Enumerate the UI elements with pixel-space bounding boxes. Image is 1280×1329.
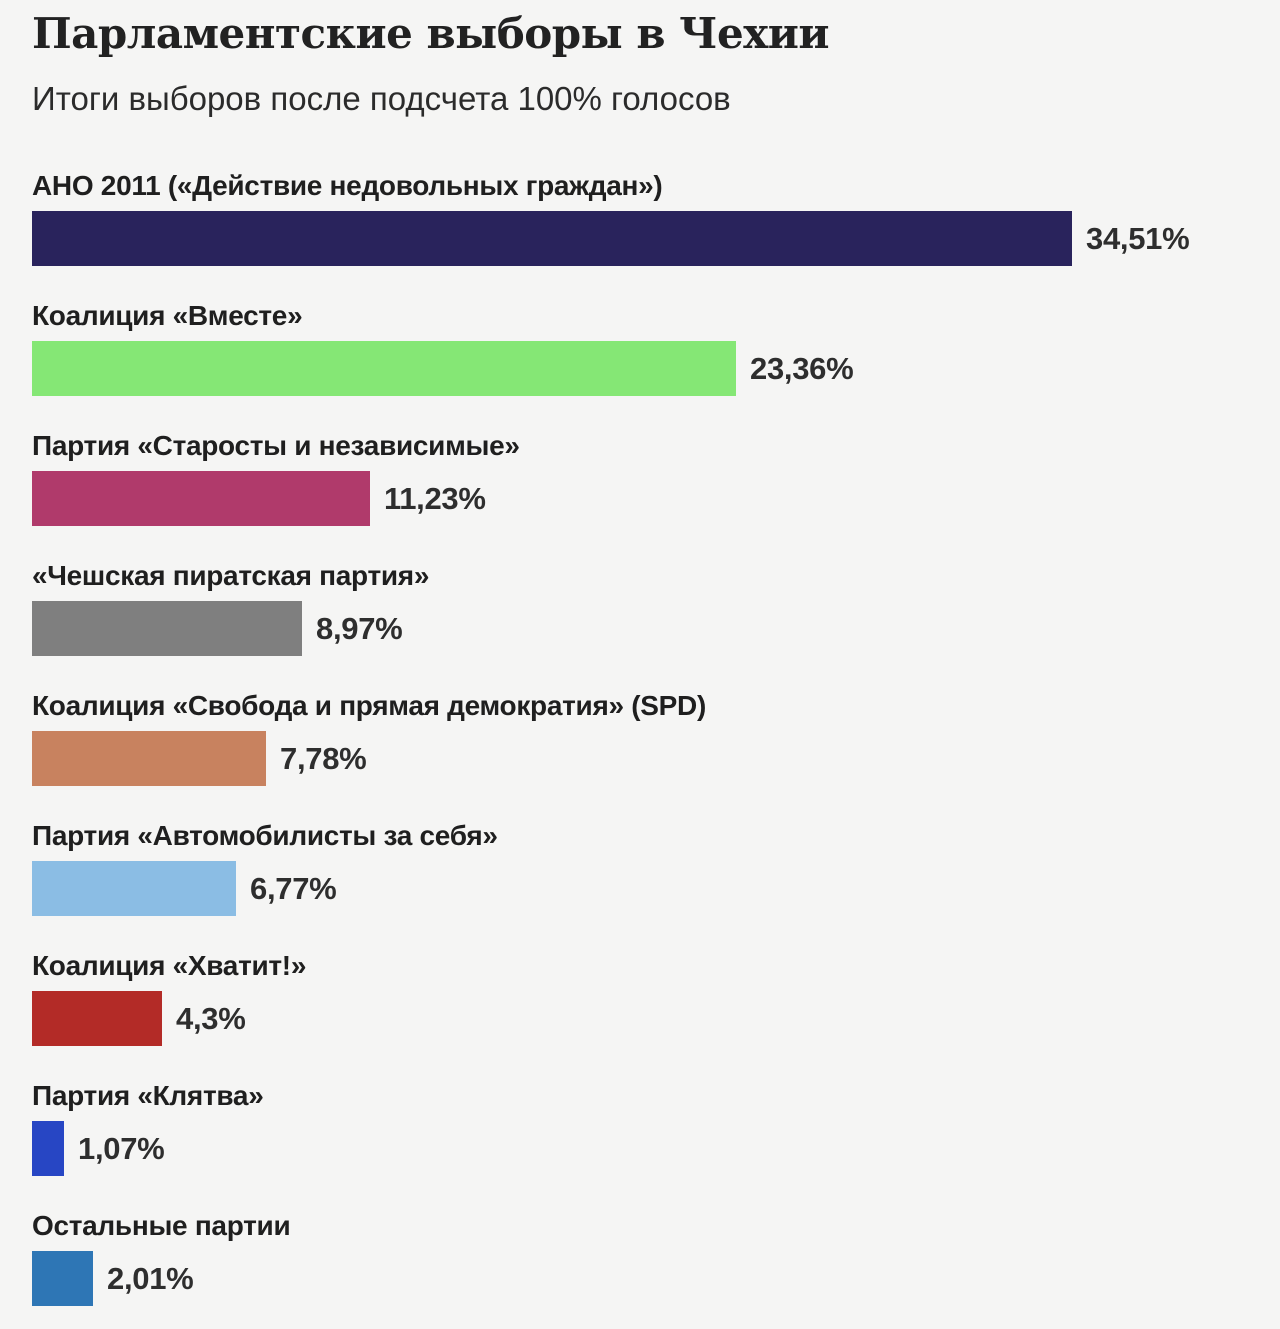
bar-value-label: 7,78%: [280, 740, 367, 776]
party-label: АНО 2011 («Действие недовольных граждан»…: [32, 170, 663, 202]
bar: [32, 1251, 93, 1307]
bar-value-label: 6,77%: [250, 870, 337, 906]
bar: [32, 341, 736, 397]
bar-value-label: 11,23%: [384, 480, 486, 516]
party-label: Партия «Клятва»: [32, 1080, 264, 1112]
bar-row: 7,78%: [32, 731, 1248, 787]
party-label: Партия «Старосты и независимые»: [32, 430, 520, 462]
bar-row: 23,36%: [32, 341, 1248, 397]
bar-group: «Чешская пиратская партия» 8,97%: [32, 560, 1248, 657]
bar-row: 6,77%: [32, 861, 1248, 917]
party-label: Партия «Автомобилисты за себя»: [32, 820, 498, 852]
bar: [32, 601, 302, 657]
bar-value-label: 1,07%: [78, 1130, 165, 1166]
chart-subtitle: Итоги выборов после подсчета 100% голосо…: [32, 80, 731, 118]
bar: [32, 1121, 64, 1177]
bar-group: Коалиция «Вместе» 23,36%: [32, 300, 1248, 397]
bar: [32, 991, 162, 1047]
bar-row: 8,97%: [32, 601, 1248, 657]
bar-row: 11,23%: [32, 471, 1248, 527]
bar-group: Коалиция «Свобода и прямая демократия» (…: [32, 690, 1248, 787]
bar-value-label: 23,36%: [750, 350, 854, 386]
bar-row: 4,3%: [32, 991, 1248, 1047]
party-label: Коалиция «Свобода и прямая демократия» (…: [32, 690, 706, 722]
party-label: Коалиция «Вместе»: [32, 300, 303, 332]
bar: [32, 861, 236, 917]
party-label: «Чешская пиратская партия»: [32, 560, 430, 592]
bar-row: 2,01%: [32, 1251, 1248, 1307]
bar-row: 34,51%: [32, 211, 1248, 267]
bar-group: Партия «Старосты и независимые» 11,23%: [32, 430, 1248, 527]
bar-value-label: 8,97%: [316, 610, 403, 646]
bar: [32, 731, 266, 787]
bar-value-label: 4,3%: [176, 1000, 246, 1036]
bar: [32, 471, 370, 527]
bar-group: Остальные партии 2,01%: [32, 1210, 1248, 1307]
party-label: Остальные партии: [32, 1210, 291, 1242]
party-label: Коалиция «Хватит!»: [32, 950, 307, 982]
bar-row: 1,07%: [32, 1121, 1248, 1177]
bar-group: АНО 2011 («Действие недовольных граждан»…: [32, 170, 1248, 267]
bar-group: Коалиция «Хватит!» 4,3%: [32, 950, 1248, 1047]
bar-group: Партия «Клятва» 1,07%: [32, 1080, 1248, 1177]
bar-group: Партия «Автомобилисты за себя» 6,77%: [32, 820, 1248, 917]
chart-title: Парламентские выборы в Чехии: [32, 9, 830, 58]
bar: [32, 211, 1072, 267]
bar-value-label: 34,51%: [1086, 220, 1190, 256]
bar-value-label: 2,01%: [107, 1260, 194, 1296]
